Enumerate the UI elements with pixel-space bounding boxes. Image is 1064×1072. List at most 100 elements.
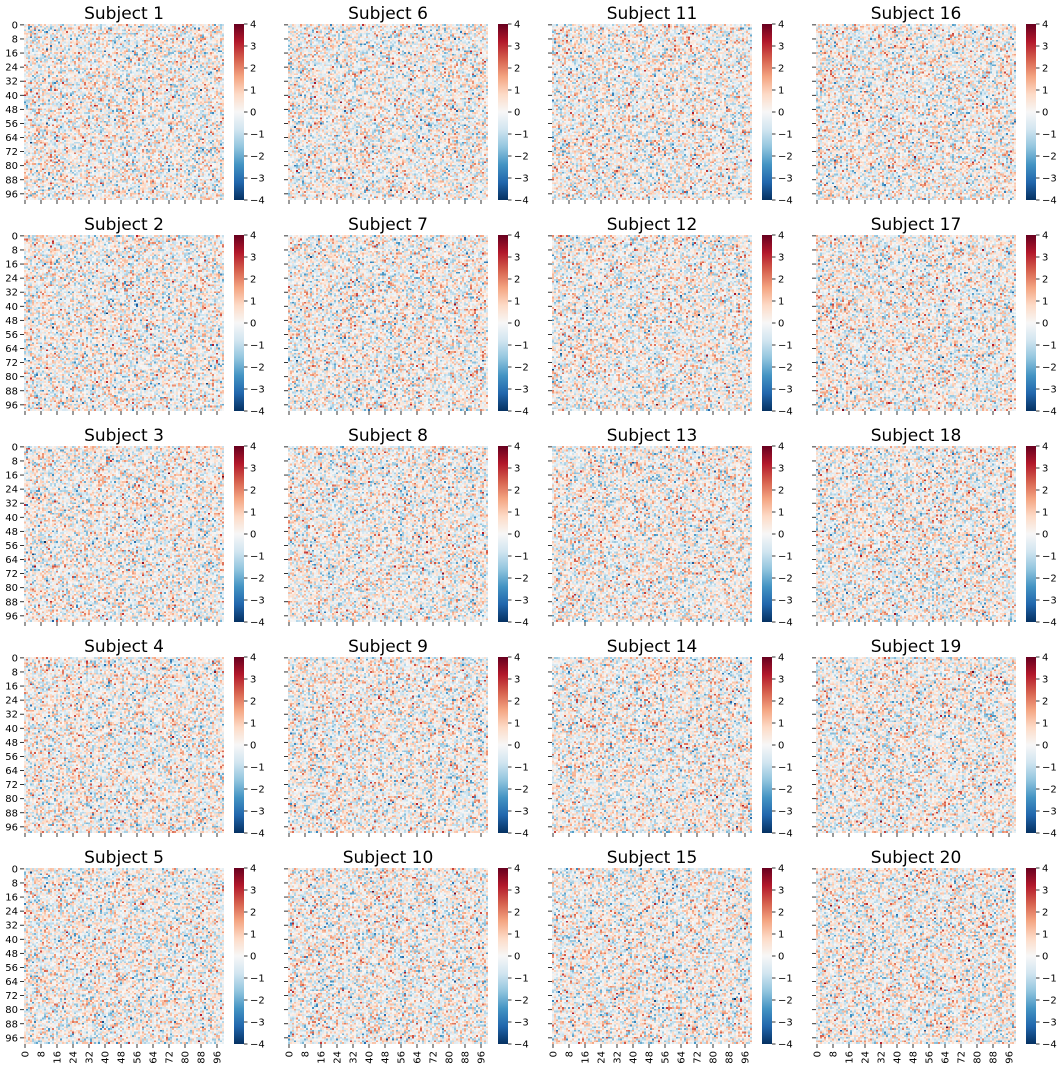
colorbar-tick-label: 2 — [514, 275, 520, 286]
colorbar-tick-label: −4 — [250, 1040, 265, 1051]
colorbar-tick-label: 4 — [250, 231, 256, 242]
x-tick-label: 40 — [101, 1051, 112, 1064]
colorbar-tick-label: −4 — [250, 829, 265, 840]
y-tick-label: 32 — [5, 921, 18, 932]
heatmap-panel: Subject 200 8 16 24 32 40 48 56 64 72 80 88 9643210−… — [812, 848, 1057, 1064]
colorbar-tick-label: 1 — [250, 719, 256, 730]
colorbar-tick-label: −2 — [1042, 574, 1057, 585]
colorbar-tick-label: −1 — [514, 763, 529, 774]
panels-layer: Subject 108162432404856647280889643210−1… — [5, 4, 1056, 1064]
y-tick-label: 8 — [12, 34, 18, 45]
y-tick-label: 40 — [5, 724, 18, 735]
y-tick-label: 96 — [5, 822, 18, 833]
panel-title: Subject 6 — [348, 4, 428, 24]
y-tick-label: 48 — [5, 316, 18, 327]
heatmap-panel: Subject 11 4 3 2 1 0 −1 −2 −3 −4 — [548, 4, 793, 207]
colorbar-tick-label: 3 — [778, 253, 784, 264]
x-tick-label: 72 — [429, 1051, 440, 1064]
colorbar-tick-label: −4 — [778, 618, 793, 629]
colorbar-tick-label: −1 — [778, 341, 793, 352]
colorbar-tick-label: 2 — [514, 64, 520, 75]
panel-title: Subject 2 — [84, 215, 164, 235]
colorbar-tick-label: −2 — [514, 785, 529, 796]
y-tick-label: 32 — [5, 288, 18, 299]
colorbar — [234, 235, 244, 411]
colorbar-tick-label: 1 — [1042, 508, 1048, 519]
heatmap-panel: Subject 408162432404856647280889643210−1… — [5, 637, 264, 840]
heatmap-cells — [288, 657, 488, 833]
colorbar-tick-label: 2 — [1042, 64, 1048, 75]
y-tick-label: 24 — [5, 274, 18, 285]
heatmap-cells — [816, 657, 1016, 833]
y-tick-label: 88 — [5, 1019, 18, 1030]
y-tick-label: 64 — [5, 766, 18, 777]
heatmap-panel: Subject 16 4 3 2 1 0 −1 −2 −3 −4 — [812, 4, 1057, 207]
colorbar-tick-label: −3 — [1042, 385, 1057, 396]
colorbar-tick-label: 0 — [1042, 530, 1048, 541]
y-tick-label: 16 — [5, 682, 18, 693]
colorbar-tick-label: −1 — [778, 130, 793, 141]
colorbar-tick-label: 3 — [778, 42, 784, 53]
colorbar-tick-label: 1 — [514, 719, 520, 730]
x-tick-label: 40 — [629, 1051, 640, 1064]
y-tick-label: 80 — [5, 1005, 18, 1016]
colorbar-tick-label: 3 — [1042, 253, 1048, 264]
colorbar-tick-label: 1 — [250, 508, 256, 519]
x-tick-label: 64 — [413, 1051, 424, 1064]
x-tick-label: 80 — [709, 1051, 720, 1064]
heatmap-panel: Subject 150 8 16 24 32 40 48 56 64 72 80 88 9643210−… — [548, 848, 793, 1064]
colorbar-tick-label: −1 — [250, 130, 265, 141]
colorbar-tick-label: −1 — [778, 974, 793, 985]
colorbar-tick-label: 2 — [778, 275, 784, 286]
y-tick-label: 16 — [5, 893, 18, 904]
colorbar-tick-label: −1 — [250, 763, 265, 774]
x-tick-label: 64 — [677, 1051, 688, 1064]
x-tick-label: 8 — [301, 1051, 312, 1057]
x-tick-label: 32 — [613, 1051, 624, 1064]
y-tick-label: 56 — [5, 752, 18, 763]
x-tick-label: 8 — [565, 1051, 576, 1057]
x-tick-label: 48 — [909, 1051, 920, 1064]
panel-title: Subject 7 — [348, 215, 428, 235]
colorbar-tick-label: 1 — [1042, 719, 1048, 730]
colorbar-tick-label: −4 — [1042, 829, 1057, 840]
y-tick-label: 72 — [5, 991, 18, 1002]
colorbar-tick-label: 4 — [250, 653, 256, 664]
colorbar — [498, 235, 508, 411]
y-tick-label: 56 — [5, 963, 18, 974]
colorbar-tick-label: 3 — [778, 886, 784, 897]
colorbar-tick-label: −2 — [514, 574, 529, 585]
panel-title: Subject 4 — [84, 637, 164, 657]
colorbar-tick-label: 3 — [778, 675, 784, 686]
y-tick-label: 64 — [5, 133, 18, 144]
y-tick-label: 8 — [12, 667, 18, 678]
panel-title: Subject 12 — [607, 215, 698, 235]
y-tick-label: 8 — [12, 878, 18, 889]
colorbar-tick-label: 2 — [778, 908, 784, 919]
colorbar-tick-label: 3 — [1042, 464, 1048, 475]
heatmap-panel: Subject 308162432404856647280889643210−1… — [5, 426, 264, 629]
colorbar-tick-label: 0 — [778, 741, 784, 752]
x-tick-label: 72 — [165, 1051, 176, 1064]
colorbar — [498, 657, 508, 833]
colorbar — [498, 446, 508, 622]
colorbar — [234, 868, 244, 1044]
colorbar-tick-label: 2 — [778, 64, 784, 75]
heatmap-cells — [552, 868, 752, 1044]
y-tick-label: 56 — [5, 330, 18, 341]
panel-title: Subject 5 — [84, 848, 164, 868]
colorbar-tick-label: 1 — [778, 86, 784, 97]
x-tick-label: 96 — [1005, 1051, 1016, 1064]
heatmap-cells — [816, 235, 1016, 411]
colorbar-tick-label: 4 — [250, 442, 256, 453]
y-tick-label: 8 — [12, 245, 18, 256]
colorbar-tick-label: 3 — [250, 42, 256, 53]
x-tick-label: 24 — [333, 1051, 344, 1064]
colorbar-tick-label: 4 — [1042, 442, 1048, 453]
y-tick-label: 48 — [5, 105, 18, 116]
colorbar-tick-label: −1 — [514, 341, 529, 352]
y-tick-label: 96 — [5, 189, 18, 200]
colorbar — [762, 868, 772, 1044]
colorbar-tick-label: 2 — [778, 486, 784, 497]
